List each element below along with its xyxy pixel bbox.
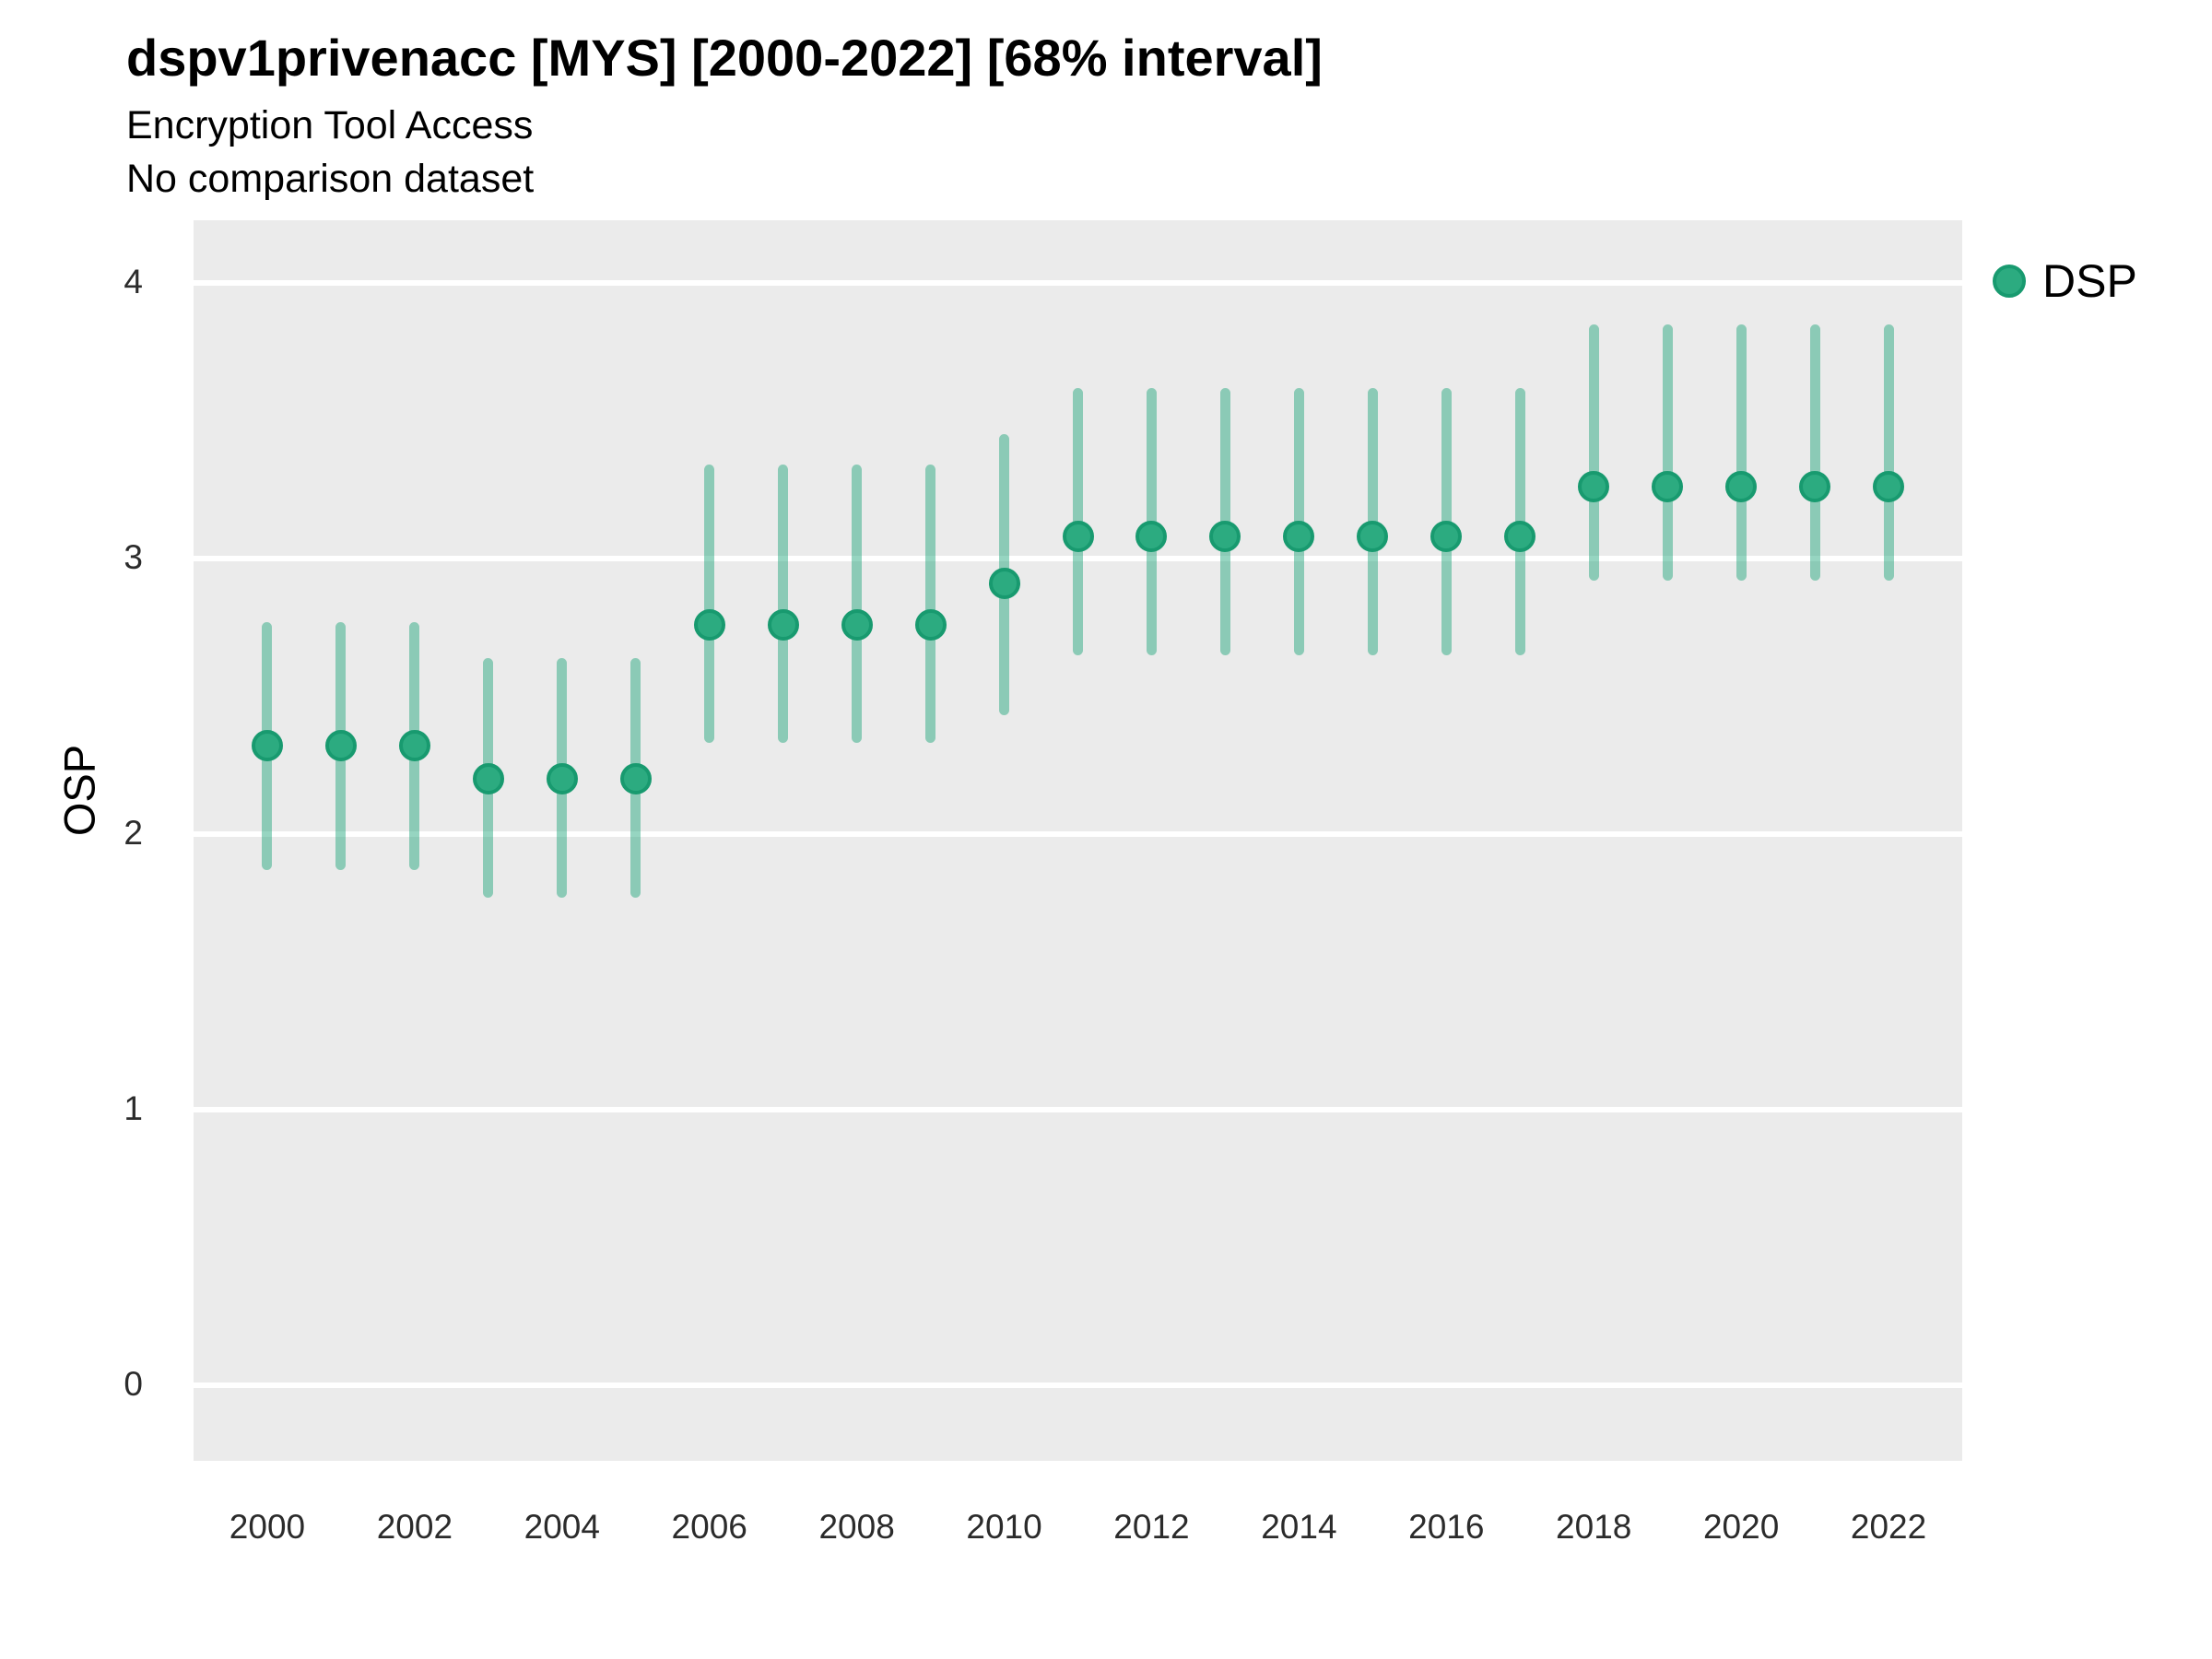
- interval-bar-2009: [925, 465, 936, 744]
- x-tick-label-2000: 2000: [229, 1508, 306, 1546]
- y-tick-label-2: 2: [124, 813, 143, 852]
- x-tick-label-2006: 2006: [671, 1508, 747, 1546]
- data-point-2008: [841, 608, 873, 641]
- plot-panel: [194, 220, 1962, 1461]
- data-point-2005: [619, 763, 652, 795]
- chart-note: No comparison dataset: [126, 157, 535, 201]
- data-point-2001: [324, 730, 357, 762]
- data-point-2020: [1725, 471, 1758, 503]
- data-point-2016: [1430, 521, 1463, 552]
- y-axis-label: OSP: [54, 744, 104, 837]
- data-point-2022: [1873, 471, 1905, 503]
- data-point-2011: [1062, 521, 1094, 552]
- interval-bar-2021: [1809, 324, 1820, 581]
- x-tick-label-2018: 2018: [1556, 1508, 1632, 1546]
- data-point-2004: [546, 763, 578, 795]
- x-tick-label-2016: 2016: [1408, 1508, 1485, 1546]
- data-point-2014: [1283, 521, 1315, 552]
- interval-bar-2018: [1588, 324, 1599, 581]
- y-tick-label-1: 1: [124, 1089, 143, 1128]
- data-point-2012: [1135, 521, 1168, 552]
- data-point-2007: [767, 608, 799, 641]
- interval-bar-2007: [778, 465, 789, 744]
- y-tick-label-3: 3: [124, 537, 143, 576]
- interval-bar-2006: [704, 465, 715, 744]
- gridline-y-2: [194, 830, 1962, 837]
- data-point-2000: [251, 730, 283, 762]
- y-tick-label-0: 0: [124, 1365, 143, 1404]
- data-point-2015: [1357, 521, 1389, 552]
- data-point-2010: [988, 567, 1020, 599]
- interval-bar-2008: [852, 465, 863, 744]
- x-tick-label-2012: 2012: [1113, 1508, 1190, 1546]
- legend-label: DSP: [2042, 255, 2137, 307]
- data-point-2021: [1799, 471, 1831, 503]
- x-tick-label-2008: 2008: [818, 1508, 895, 1546]
- interval-bar-2019: [1662, 324, 1673, 581]
- x-tick-label-2014: 2014: [1261, 1508, 1337, 1546]
- data-point-2019: [1652, 471, 1684, 503]
- gridline-y-1: [194, 1107, 1962, 1113]
- x-tick-label-2004: 2004: [524, 1508, 600, 1546]
- data-point-2017: [1504, 521, 1536, 552]
- chart-title: dspv1privenacc [MYS] [2000-2022] [68% in…: [126, 29, 1323, 87]
- legend: DSP: [1993, 254, 2137, 308]
- gridline-y-3: [194, 555, 1962, 561]
- gridline-y-0: [194, 1382, 1962, 1389]
- data-point-2013: [1209, 521, 1241, 552]
- data-point-2018: [1578, 471, 1610, 503]
- chart-subtitle: Encryption Tool Access: [126, 103, 534, 147]
- data-point-2006: [693, 608, 725, 641]
- x-tick-label-2010: 2010: [966, 1508, 1042, 1546]
- legend-dot-icon: [1993, 265, 2026, 298]
- data-point-2003: [472, 763, 504, 795]
- x-tick-label-2002: 2002: [376, 1508, 453, 1546]
- data-point-2009: [914, 608, 947, 641]
- x-tick-label-2022: 2022: [1850, 1508, 1927, 1546]
- y-tick-label-4: 4: [124, 262, 143, 300]
- interval-bar-2020: [1735, 324, 1747, 581]
- data-point-2002: [398, 730, 430, 762]
- gridline-y-4: [194, 279, 1962, 286]
- x-tick-label-2020: 2020: [1702, 1508, 1780, 1546]
- interval-bar-2022: [1883, 324, 1894, 581]
